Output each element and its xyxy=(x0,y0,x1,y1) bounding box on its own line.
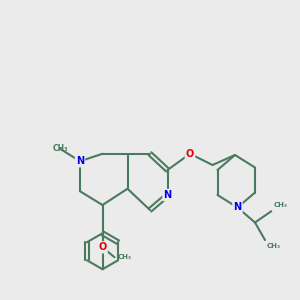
Text: N: N xyxy=(164,190,172,200)
Text: CH₃: CH₃ xyxy=(267,243,281,249)
Text: CH₃: CH₃ xyxy=(118,254,131,260)
Text: N: N xyxy=(233,202,242,212)
Text: O: O xyxy=(98,242,106,252)
Text: CH₃: CH₃ xyxy=(273,202,287,208)
Text: N: N xyxy=(76,156,84,166)
Text: O: O xyxy=(186,149,194,159)
Text: CH₃: CH₃ xyxy=(52,144,68,153)
